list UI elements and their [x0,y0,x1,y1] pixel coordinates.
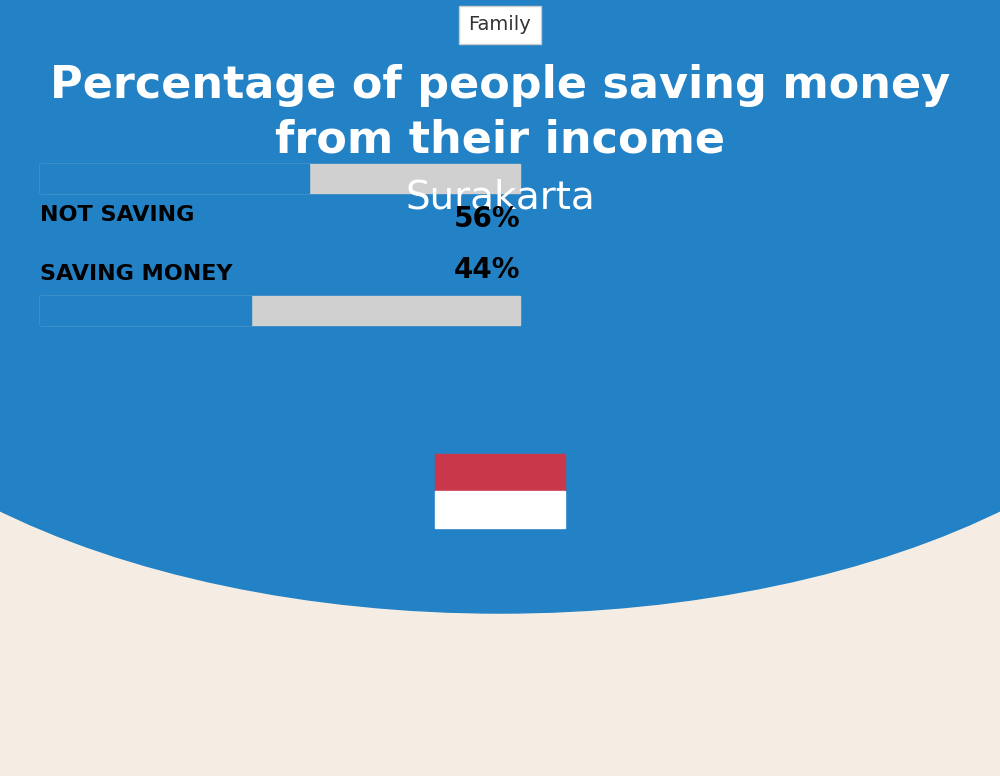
Bar [40,164,309,193]
Text: SAVING MONEY: SAVING MONEY [40,264,232,284]
Bar [40,296,520,325]
Bar [435,491,565,528]
Ellipse shape [0,0,1000,613]
Text: from their income: from their income [275,118,725,161]
Text: 56%: 56% [453,205,520,233]
Text: Family: Family [469,16,531,34]
Bar [40,296,251,325]
Bar [40,164,520,193]
Text: Percentage of people saving money: Percentage of people saving money [50,64,950,107]
Text: 44%: 44% [454,256,520,284]
Text: Surakarta: Surakarta [405,179,595,217]
Text: NOT SAVING: NOT SAVING [40,205,194,225]
Bar [435,454,565,491]
